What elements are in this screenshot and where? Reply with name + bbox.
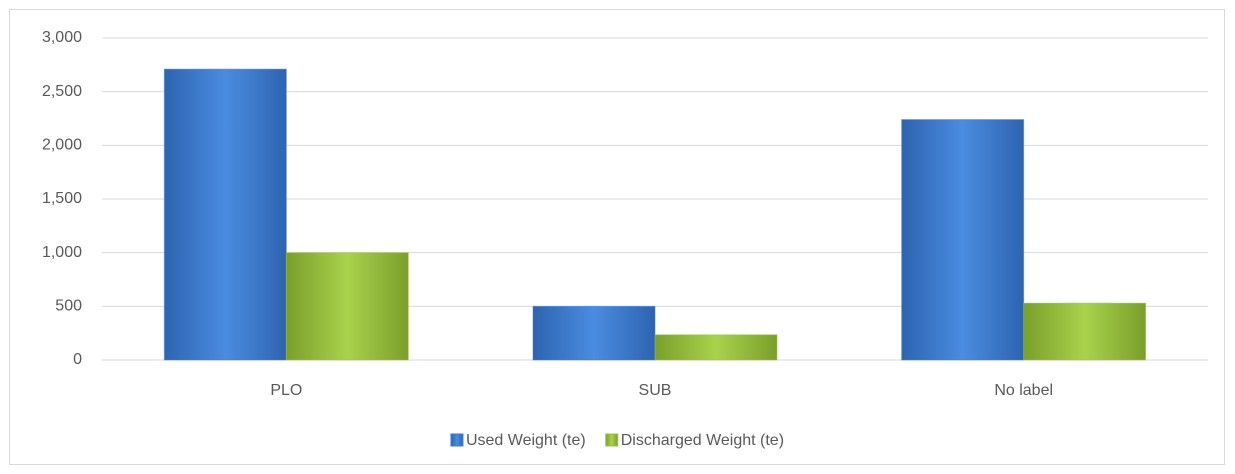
y-tick-label: 500 <box>55 298 82 315</box>
x-tick-label: PLO <box>270 382 302 399</box>
legend-swatch <box>605 433 619 447</box>
bar <box>532 305 656 361</box>
bar <box>163 68 287 361</box>
y-tick-label: 2,000 <box>42 137 82 154</box>
legend-label: Used Weight (te) <box>466 432 586 449</box>
bar <box>654 334 778 361</box>
y-tick-label: 0 <box>73 351 82 368</box>
bar <box>1023 302 1147 361</box>
bar <box>901 119 1025 361</box>
y-tick-label: 3,000 <box>42 29 82 46</box>
y-tick-label: 2,500 <box>42 83 82 100</box>
x-tick-label: SUB <box>639 382 672 399</box>
y-tick-label: 1,500 <box>42 190 82 207</box>
legend-label: Discharged Weight (te) <box>621 432 784 449</box>
x-tick-label: No label <box>994 382 1053 399</box>
y-tick-label: 1,000 <box>42 244 82 261</box>
bar <box>285 252 409 361</box>
legend-swatch <box>450 433 464 447</box>
